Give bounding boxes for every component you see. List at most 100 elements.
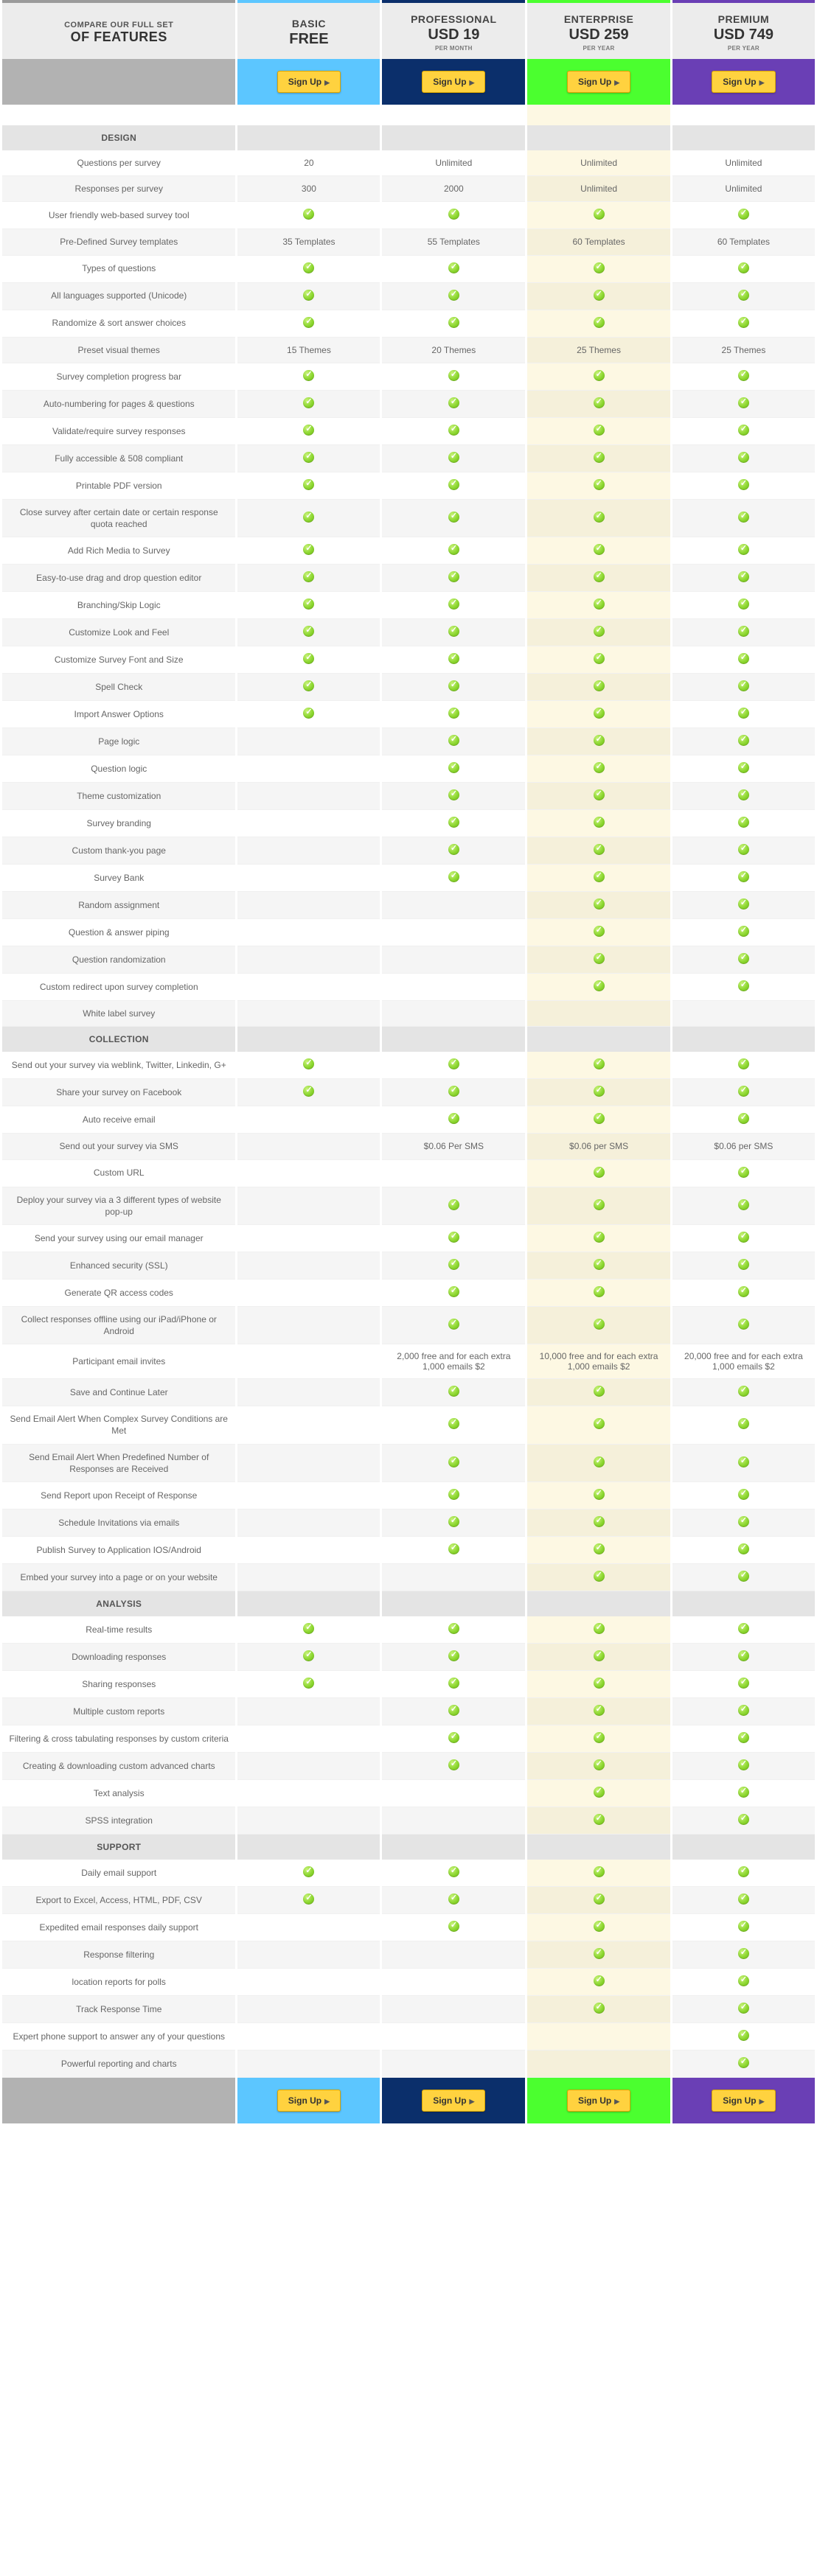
check-icon — [738, 452, 749, 463]
feature-value — [237, 592, 380, 619]
section-header: COLLECTION — [2, 1027, 235, 1052]
feature-value: 300 — [237, 176, 380, 202]
feature-value — [382, 1644, 525, 1671]
feature-value — [237, 1887, 380, 1914]
check-icon — [303, 708, 314, 719]
feature-value — [672, 1671, 815, 1698]
section-header: ANALYSIS — [2, 1591, 235, 1616]
check-icon — [448, 1058, 459, 1069]
check-icon — [448, 844, 459, 855]
feature-value: Unlimited — [527, 150, 670, 176]
signup-button-premium[interactable]: Sign Up▶ — [712, 71, 775, 93]
feature-value — [527, 1887, 670, 1914]
signup-cell-premium: Sign Up▶ — [672, 2078, 815, 2123]
feature-value — [527, 1079, 670, 1106]
check-icon — [594, 1543, 605, 1554]
feature-value — [382, 472, 525, 500]
check-icon — [594, 653, 605, 664]
feature-value — [527, 472, 670, 500]
feature-value — [237, 1052, 380, 1079]
feature-value — [527, 363, 670, 391]
feature-value — [527, 256, 670, 283]
feature-value — [237, 1445, 380, 1482]
feature-label: Multiple custom reports — [2, 1698, 235, 1725]
feature-value — [237, 865, 380, 892]
check-icon — [594, 735, 605, 746]
feature-value — [237, 1187, 380, 1225]
feature-value — [237, 755, 380, 783]
arrow-icon: ▶ — [470, 2098, 475, 2105]
check-icon — [738, 1571, 749, 1582]
feature-value — [527, 2023, 670, 2050]
feature-value — [527, 1671, 670, 1698]
feature-value — [237, 946, 380, 974]
check-icon — [738, 817, 749, 828]
feature-label: Pre-Defined Survey templates — [2, 229, 235, 255]
check-icon — [303, 209, 314, 220]
feature-label: location reports for polls — [2, 1969, 235, 1996]
check-icon — [448, 735, 459, 746]
check-icon — [738, 1232, 749, 1243]
check-icon — [738, 262, 749, 273]
feature-value: 15 Themes — [237, 338, 380, 363]
check-icon — [738, 544, 749, 555]
check-icon — [594, 1732, 605, 1743]
check-icon — [594, 1232, 605, 1243]
feature-value — [382, 256, 525, 283]
compare-big: OF FEATURES — [8, 29, 229, 45]
feature-label: Survey completion progress bar — [2, 363, 235, 391]
feature-value — [672, 865, 815, 892]
feature-value — [382, 1753, 525, 1780]
compare-small: COMPARE OUR FULL SET — [8, 21, 229, 29]
feature-value — [237, 1252, 380, 1280]
feature-value — [672, 565, 815, 592]
feature-value — [382, 1860, 525, 1887]
check-icon — [594, 1113, 605, 1124]
check-icon — [594, 397, 605, 408]
signup-button-enterprise[interactable]: Sign Up▶ — [567, 2090, 630, 2112]
signup-button-basic[interactable]: Sign Up▶ — [277, 2090, 341, 2112]
feature-label: Survey branding — [2, 810, 235, 837]
feature-text: 15 Themes — [287, 345, 331, 355]
signup-button-professional[interactable]: Sign Up▶ — [422, 2090, 485, 2112]
feature-value — [382, 646, 525, 674]
signup-button-premium[interactable]: Sign Up▶ — [712, 2090, 775, 2112]
feature-value — [527, 919, 670, 946]
feature-value — [672, 310, 815, 338]
signup-button-basic[interactable]: Sign Up▶ — [277, 71, 341, 93]
check-icon — [448, 262, 459, 273]
feature-value — [237, 500, 380, 537]
check-icon — [303, 290, 314, 301]
feature-text: Unlimited — [725, 184, 762, 194]
feature-label: Real-time results — [2, 1616, 235, 1644]
feature-value — [382, 892, 525, 919]
feature-value — [527, 619, 670, 646]
feature-value — [527, 1187, 670, 1225]
check-icon — [738, 626, 749, 637]
feature-label: Question randomization — [2, 946, 235, 974]
check-icon — [738, 871, 749, 882]
check-icon — [738, 1975, 749, 1986]
check-icon — [448, 1543, 459, 1554]
feature-value — [672, 1780, 815, 1807]
feature-value — [672, 1001, 815, 1027]
feature-value — [237, 1482, 380, 1509]
check-icon — [448, 1921, 459, 1932]
feature-value — [672, 1537, 815, 1564]
feature-value — [672, 1509, 815, 1537]
feature-value — [527, 1860, 670, 1887]
check-icon — [738, 1516, 749, 1527]
plan-price: FREE — [243, 31, 374, 48]
feature-text: 20,000 free and for each extra 1,000 ema… — [684, 1351, 803, 1372]
check-icon — [738, 1787, 749, 1798]
check-icon — [448, 1705, 459, 1716]
feature-value — [237, 537, 380, 565]
feature-value: 20 Themes — [382, 338, 525, 363]
feature-value — [527, 1807, 670, 1835]
feature-value — [382, 363, 525, 391]
signup-button-professional[interactable]: Sign Up▶ — [422, 71, 485, 93]
feature-label: User friendly web-based survey tool — [2, 202, 235, 229]
check-icon — [448, 1418, 459, 1429]
check-icon — [448, 512, 459, 523]
signup-button-enterprise[interactable]: Sign Up▶ — [567, 71, 630, 93]
